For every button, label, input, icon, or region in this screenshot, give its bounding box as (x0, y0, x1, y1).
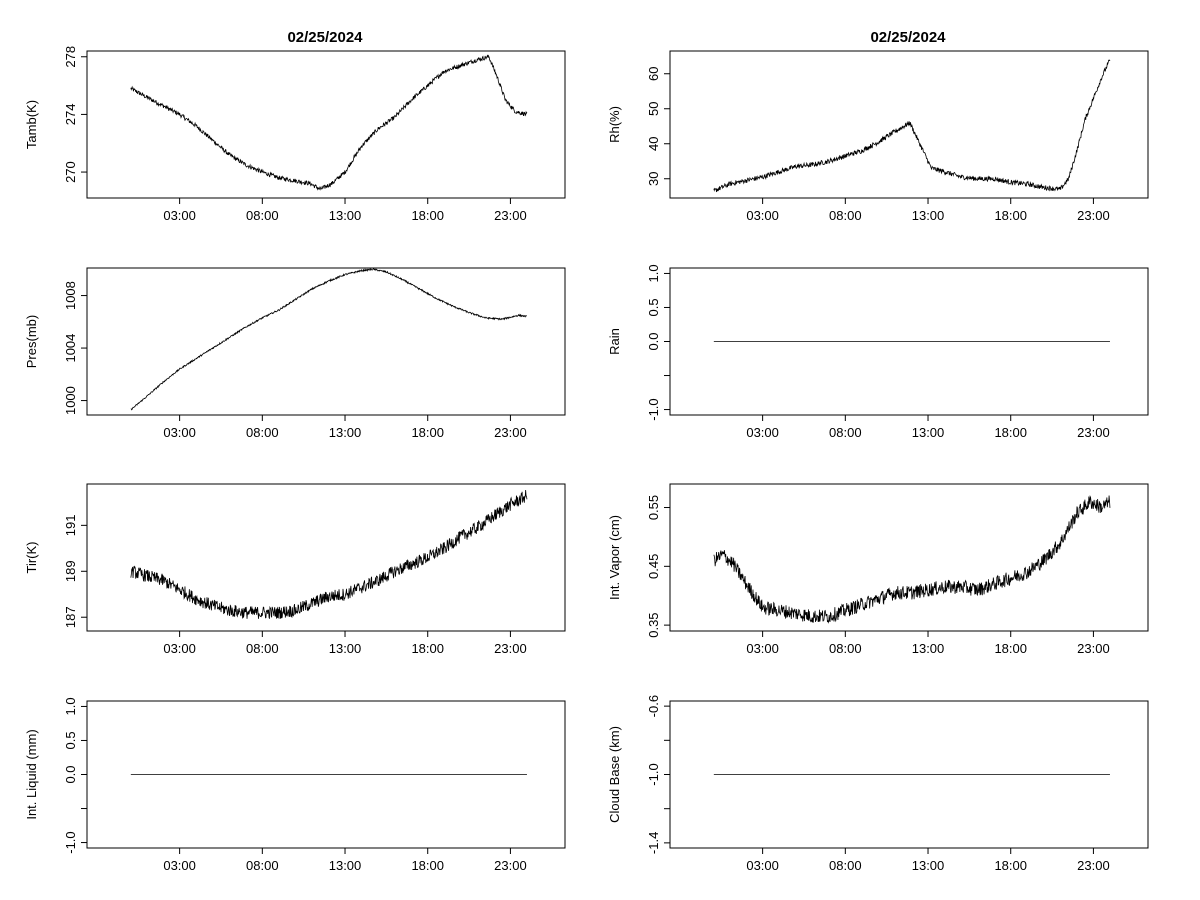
tir-xtick-label: 08:00 (246, 641, 279, 656)
rh-xtick-label: 13:00 (912, 208, 945, 223)
vapor-series-line (713, 494, 1111, 624)
rh-series-line (713, 59, 1111, 193)
tir-xtick-label: 23:00 (494, 641, 527, 656)
tamb-ytick-label: 270 (63, 161, 78, 183)
panel-tamb: 03:00 08:00 13:00 18:00 23:00 270 274 278 Tamb(K… (24, 46, 566, 223)
tamb-xtick-label: 08:00 (246, 208, 279, 223)
rh-xtick-label: 18:00 (994, 208, 1027, 223)
rh-ytick-label: 40 (646, 137, 661, 151)
pres-xtick-label: 18:00 (411, 425, 444, 440)
vapor-xtick-label: 13:00 (912, 641, 945, 656)
liquid-xtick-label: 08:00 (246, 858, 279, 873)
vapor-xtick-label: 08:00 (829, 641, 862, 656)
cloudbase-xtick-label: 03:00 (746, 858, 779, 873)
pres-ytick-label: 1008 (63, 281, 78, 310)
cloudbase-xtick-label: 08:00 (829, 858, 862, 873)
cloudbase-xtick-label: 13:00 (912, 858, 945, 873)
rain-xtick-label: 23:00 (1077, 425, 1110, 440)
panel-rh: 03:00 08:00 13:00 18:00 23:00 30 40 50 60 Rh(%) (607, 50, 1149, 223)
rain-ylabel: Rain (607, 328, 622, 355)
liquid-xtick-label: 23:00 (494, 858, 527, 873)
rain-xtick-label: 13:00 (912, 425, 945, 440)
cloudbase-xtick-label: 18:00 (994, 858, 1027, 873)
tamb-series-line (130, 54, 528, 191)
cloudbase-ylabel: Cloud Base (km) (607, 726, 622, 823)
rain-ytick-label: 0.0 (646, 332, 661, 350)
liquid-ytick-label: 0.0 (63, 765, 78, 783)
rh-ytick-label: 60 (646, 67, 661, 81)
tamb-xtick-label: 03:00 (163, 208, 196, 223)
tamb-xtick-label: 23:00 (494, 208, 527, 223)
pres-xtick-label: 03:00 (163, 425, 196, 440)
liquid-ytick-label: 1.0 (63, 697, 78, 715)
pres-series-line (130, 268, 527, 411)
pres-xtick-label: 13:00 (329, 425, 362, 440)
right-column-title: 02/25/2024 (870, 29, 946, 46)
rain-xtick-label: 08:00 (829, 425, 862, 440)
pres-xtick-label: 23:00 (494, 425, 527, 440)
liquid-xtick-label: 03:00 (163, 858, 196, 873)
rh-ylabel: Rh(%) (607, 106, 622, 143)
tir-ytick-label: 187 (63, 606, 78, 628)
liquid-ylabel: Int. Liquid (mm) (24, 729, 39, 819)
tir-ytick-label: 191 (63, 514, 78, 536)
vapor-ytick-label: 0.45 (646, 554, 661, 579)
rh-xtick-label: 08:00 (829, 208, 862, 223)
rh-ytick-label: 30 (646, 172, 661, 186)
liquid-ytick-label: 0.5 (63, 731, 78, 749)
pres-plot-frame (86, 267, 566, 416)
liquid-xtick-label: 18:00 (411, 858, 444, 873)
panels: 03:00 08:00 13:00 18:00 23:00 270 274 278 Tamb(K… (24, 46, 1149, 873)
rh-xtick-label: 03:00 (746, 208, 779, 223)
pres-ytick-label: 1004 (63, 334, 78, 363)
rain-ytick-label: 0.5 (646, 298, 661, 316)
tir-plot-frame (86, 483, 566, 632)
tamb-ytick-label: 278 (63, 46, 78, 68)
liquid-xtick-label: 13:00 (329, 858, 362, 873)
vapor-xtick-label: 23:00 (1077, 641, 1110, 656)
panel-vapor: 03:00 08:00 13:00 18:00 23:00 0.35 0.45 0.55 Int… (607, 483, 1149, 656)
tamb-xtick-label: 13:00 (329, 208, 362, 223)
cloudbase-xtick-label: 23:00 (1077, 858, 1110, 873)
panel-pres: 03:00 08:00 13:00 18:00 23:00 1000 1004 1008 Pre… (24, 267, 566, 440)
vapor-ytick-label: 0.55 (646, 495, 661, 520)
tir-ytick-label: 189 (63, 560, 78, 582)
rh-plot-frame (669, 50, 1149, 199)
panel-tir: 03:00 08:00 13:00 18:00 23:00 187 189 191 Tir(K) (24, 483, 566, 656)
tir-ylabel: Tir(K) (24, 541, 39, 573)
vapor-xtick-label: 03:00 (746, 641, 779, 656)
rain-xtick-label: 18:00 (994, 425, 1027, 440)
tir-xtick-label: 13:00 (329, 641, 362, 656)
panel-liquid: 03:00 08:00 13:00 18:00 23:00 -1.0 0.0 0.5 1.0 In… (24, 697, 566, 873)
panel-cloudbase: 03:00 08:00 13:00 18:00 23:00 -1.4 -1.0 -0.6 Clo… (607, 695, 1149, 873)
rh-ytick-label: 50 (646, 102, 661, 116)
pres-ytick-label: 1000 (63, 386, 78, 415)
tir-series-line (130, 490, 528, 619)
cloudbase-ytick-label: -1.4 (646, 832, 661, 854)
tir-xtick-label: 03:00 (163, 641, 196, 656)
tamb-xtick-label: 18:00 (411, 208, 444, 223)
cloudbase-ytick-label: -1.0 (646, 763, 661, 785)
rain-ytick-label: -1.0 (646, 398, 661, 420)
rh-xtick-label: 23:00 (1077, 208, 1110, 223)
vapor-ytick-label: 0.35 (646, 612, 661, 637)
pres-ylabel: Pres(mb) (24, 315, 39, 368)
liquid-ytick-label: -1.0 (63, 831, 78, 853)
vapor-plot-frame (669, 483, 1149, 632)
cloudbase-ytick-label: -0.6 (646, 695, 661, 717)
vapor-xtick-label: 18:00 (994, 641, 1027, 656)
tamb-ytick-label: 274 (63, 104, 78, 126)
vapor-ylabel: Int. Vapor (cm) (607, 515, 622, 600)
tamb-plot-frame (86, 50, 566, 199)
rain-xtick-label: 03:00 (746, 425, 779, 440)
pres-xtick-label: 08:00 (246, 425, 279, 440)
tir-xtick-label: 18:00 (411, 641, 444, 656)
panel-rain: 03:00 08:00 13:00 18:00 23:00 -1.0 0.0 0.5 1.0 Ra… (607, 264, 1149, 440)
rain-ytick-label: 1.0 (646, 264, 661, 282)
left-column-title: 02/25/2024 (287, 29, 363, 46)
tamb-ylabel: Tamb(K) (24, 100, 39, 149)
